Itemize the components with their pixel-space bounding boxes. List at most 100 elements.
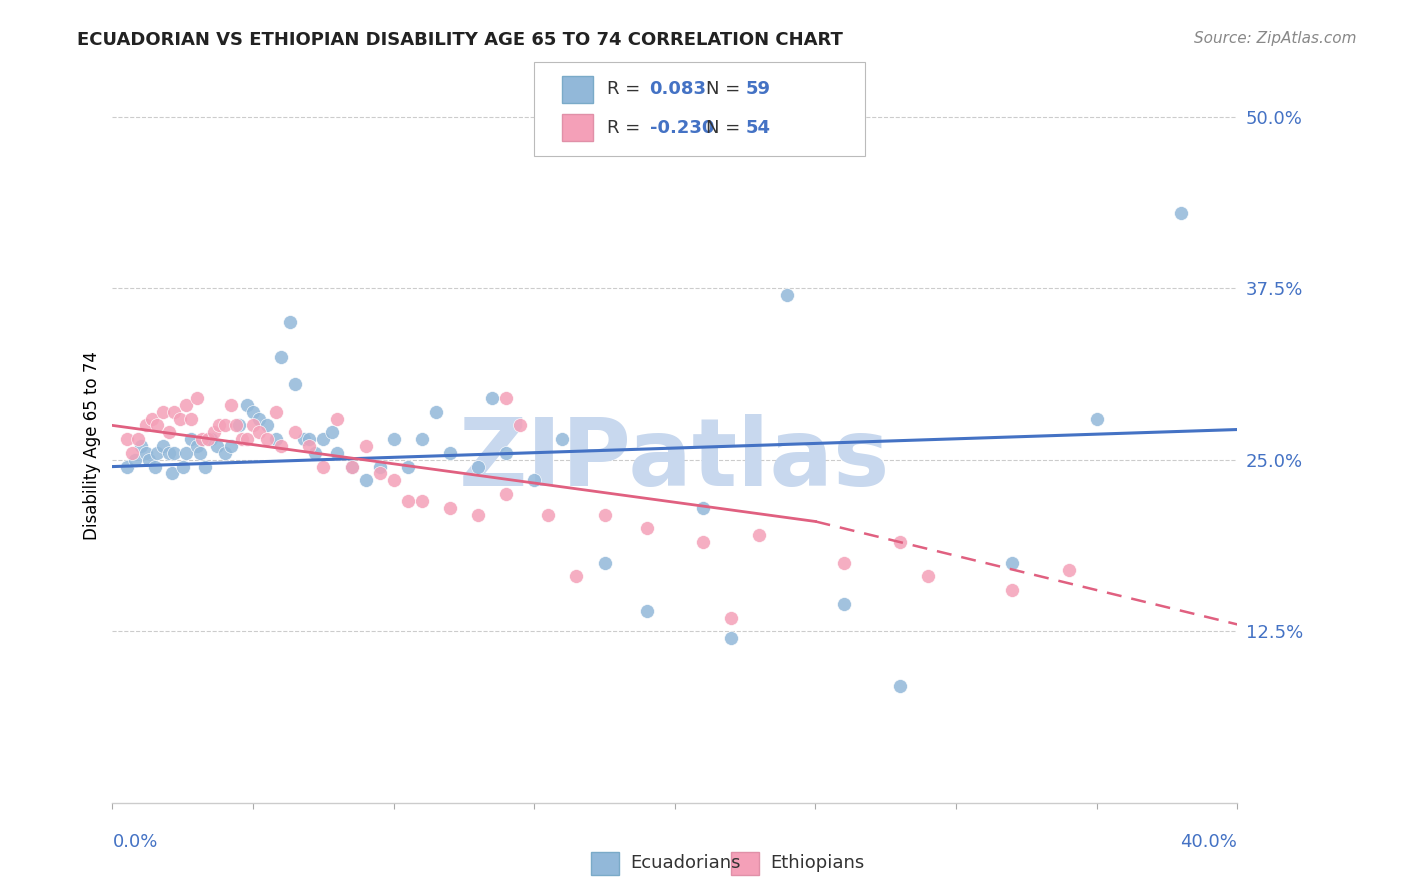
Point [832, 597, 855, 611]
Text: Ecuadorians: Ecuadorians [630, 855, 741, 872]
Point [115, 459, 138, 474]
Point [425, 405, 447, 419]
Point [467, 508, 489, 522]
Point [692, 500, 714, 515]
Text: Ethiopians: Ethiopians [770, 855, 865, 872]
Point [439, 500, 461, 515]
Point [312, 459, 335, 474]
Point [247, 411, 270, 425]
Point [191, 432, 214, 446]
Point [354, 473, 377, 487]
Point [231, 432, 253, 446]
Text: Source: ZipAtlas.com: Source: ZipAtlas.com [1194, 31, 1357, 46]
Point [278, 316, 301, 330]
Point [141, 411, 163, 425]
Point [152, 405, 174, 419]
Point [1170, 205, 1192, 219]
Point [382, 473, 405, 487]
Point [188, 446, 211, 460]
Point [121, 446, 143, 460]
Text: ZIPatlas: ZIPatlas [460, 414, 890, 507]
Point [186, 439, 208, 453]
Point [1057, 562, 1080, 576]
Text: 54: 54 [745, 119, 770, 136]
Point [157, 425, 180, 440]
Point [368, 459, 391, 474]
Point [202, 425, 225, 440]
Point [720, 610, 742, 624]
Point [298, 439, 321, 453]
Point [115, 432, 138, 446]
Point [174, 446, 197, 460]
Text: R =: R = [607, 119, 647, 136]
Point [135, 446, 157, 460]
Point [174, 398, 197, 412]
Point [1001, 556, 1024, 570]
Point [284, 425, 307, 440]
Point [748, 528, 770, 542]
Text: N =: N = [706, 119, 745, 136]
Point [593, 556, 616, 570]
Point [692, 535, 714, 549]
Point [636, 604, 658, 618]
Point [169, 411, 191, 425]
Point [157, 446, 180, 460]
Point [537, 508, 560, 522]
Point [163, 405, 186, 419]
Point [124, 452, 146, 467]
Text: ECUADORIAN VS ETHIOPIAN DISABILITY AGE 65 TO 74 CORRELATION CHART: ECUADORIAN VS ETHIOPIAN DISABILITY AGE 6… [77, 31, 844, 49]
Point [247, 425, 270, 440]
Point [495, 391, 517, 405]
Point [1085, 411, 1108, 425]
Point [127, 432, 149, 446]
Text: 40.0%: 40.0% [1181, 833, 1237, 851]
Point [284, 377, 307, 392]
Point [340, 459, 363, 474]
Point [256, 432, 278, 446]
Text: 0.0%: 0.0% [112, 833, 157, 851]
Point [205, 439, 228, 453]
Point [636, 521, 658, 535]
Y-axis label: Disability Age 65 to 74: Disability Age 65 to 74 [83, 351, 101, 541]
Text: 59: 59 [745, 80, 770, 98]
Point [304, 446, 326, 460]
Point [219, 398, 242, 412]
Point [242, 405, 264, 419]
Point [186, 391, 208, 405]
Text: 0.083: 0.083 [650, 80, 707, 98]
Point [236, 398, 259, 412]
Point [152, 439, 174, 453]
Point [551, 432, 574, 446]
Point [146, 446, 169, 460]
Point [214, 446, 236, 460]
Point [481, 391, 503, 405]
Point [396, 459, 419, 474]
Point [889, 679, 911, 693]
Point [509, 418, 531, 433]
Point [354, 439, 377, 453]
Point [340, 459, 363, 474]
Point [326, 446, 349, 460]
Point [135, 418, 157, 433]
Point [160, 467, 183, 481]
Point [129, 439, 152, 453]
Point [236, 432, 259, 446]
Point [225, 418, 247, 433]
Text: R =: R = [607, 80, 647, 98]
Point [208, 418, 231, 433]
Point [146, 418, 169, 433]
Point [270, 350, 292, 364]
Point [197, 432, 219, 446]
Point [776, 288, 799, 302]
Point [200, 432, 222, 446]
Point [593, 508, 616, 522]
Point [523, 473, 546, 487]
Point [321, 425, 343, 440]
Point [368, 467, 391, 481]
Point [396, 494, 419, 508]
Point [143, 459, 166, 474]
Point [439, 446, 461, 460]
Point [889, 535, 911, 549]
Point [214, 418, 236, 433]
Point [382, 432, 405, 446]
